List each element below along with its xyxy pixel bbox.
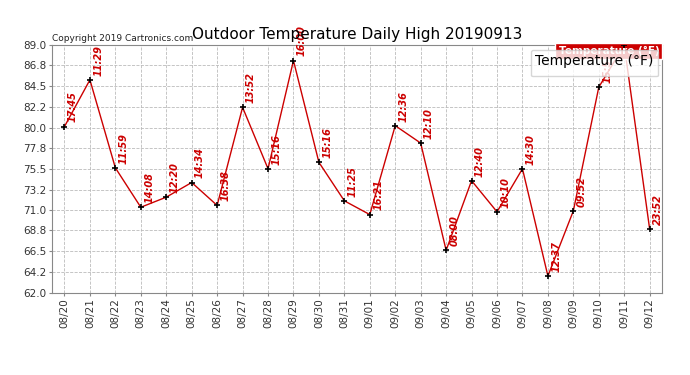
- Text: Temperature (°F): Temperature (°F): [559, 46, 660, 56]
- Text: 14:30: 14:30: [526, 134, 536, 165]
- Text: 12:10: 12:10: [424, 108, 434, 139]
- Text: 16:38: 16:38: [221, 170, 230, 201]
- Text: 15:16: 15:16: [322, 127, 333, 158]
- Text: 10:10: 10:10: [500, 177, 511, 208]
- Text: Copyright 2019 Cartronics.com: Copyright 2019 Cartronics.com: [52, 33, 193, 42]
- Text: 23:52: 23:52: [653, 194, 663, 225]
- Text: 15:16: 15:16: [271, 134, 282, 165]
- Legend: : [531, 50, 658, 76]
- Text: 15:54: 15:54: [602, 52, 612, 83]
- Title: Outdoor Temperature Daily High 20190913: Outdoor Temperature Daily High 20190913: [192, 27, 522, 42]
- Text: 16:21: 16:21: [373, 180, 383, 210]
- Text: 09:52: 09:52: [577, 176, 586, 207]
- Text: 11:59: 11:59: [119, 133, 129, 164]
- Text: 12:40: 12:40: [475, 146, 485, 177]
- Text: 16:00: 16:00: [297, 26, 307, 56]
- Text: 08:00: 08:00: [449, 215, 460, 246]
- Text: 14:08: 14:08: [144, 172, 154, 203]
- Text: 12:20: 12:20: [170, 162, 179, 193]
- Text: 11:29: 11:29: [93, 45, 104, 76]
- Text: 12:36: 12:36: [399, 91, 408, 122]
- Text: 17:45: 17:45: [68, 92, 78, 122]
- Text: 13:52: 13:52: [246, 72, 256, 103]
- Text: 14:34: 14:34: [195, 147, 205, 178]
- Text: 12:37: 12:37: [551, 241, 561, 272]
- Text: 11:25: 11:25: [348, 166, 357, 196]
